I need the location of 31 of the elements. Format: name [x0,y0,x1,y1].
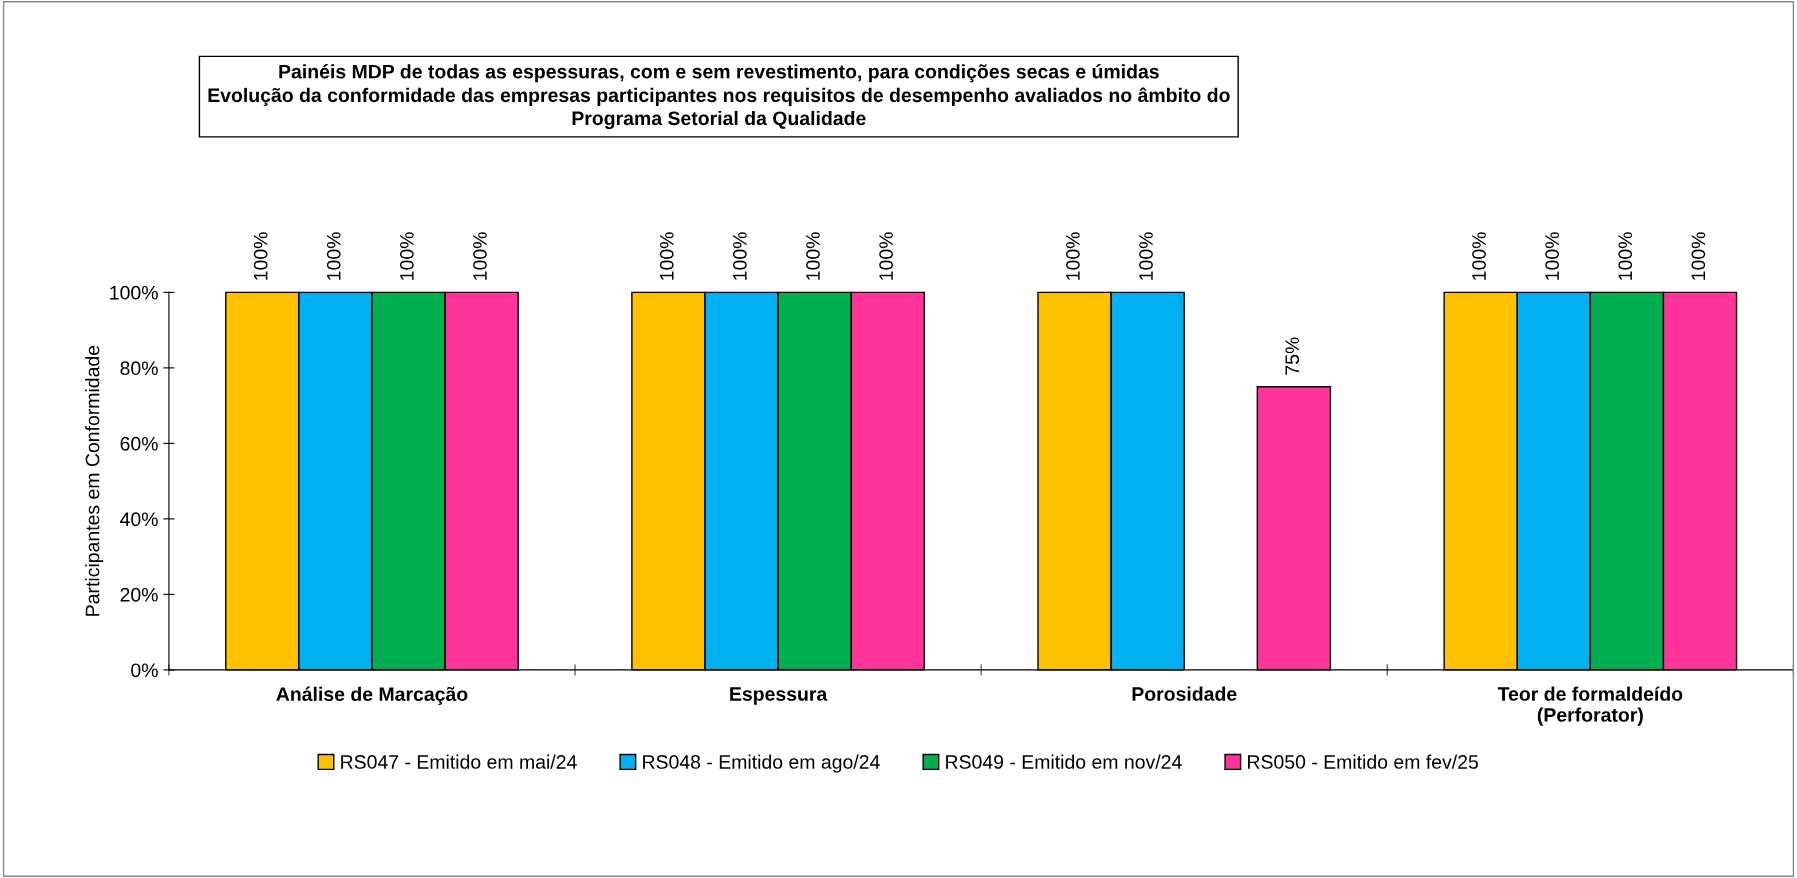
data-label: 100% [1472,232,1486,280]
data-label: 100% [806,232,820,280]
data-label: 100% [1545,232,1560,280]
data-label: 100% [1139,232,1153,280]
legend-label: RS048 - Emitido em ago/24 [643,754,880,773]
x-tick-label: Análise de Marcação [276,686,468,705]
y-axis-title: Participantes em Conformidade [85,345,104,616]
data-label: 100% [399,232,414,280]
y-tick-label: 0% [131,663,158,678]
data-label: 100% [253,232,268,280]
data-label: 75% [1285,337,1300,375]
data-label: 100% [659,232,674,280]
legend-label: RS049 - Emitido em nov/24 [946,754,1182,769]
y-tick-label: 60% [120,436,158,451]
data-label: 100% [326,232,341,280]
data-label: 100% [1066,232,1080,280]
y-tick-label: 20% [120,587,158,602]
legend-label: RS050 - Emitido em fev/25 [1248,754,1478,769]
x-tick-label: Teor de formaldeído (Perforator) [1497,686,1683,726]
legend-label: RS047 - Emitido em mai/24 [341,754,577,769]
x-tick-label: Espessura [730,687,828,705]
y-tick-label: 100% [110,285,158,300]
x-tick-label: Porosidade [1132,686,1237,701]
data-label: 100% [473,232,487,280]
data-label: 100% [1618,232,1633,280]
data-label: 100% [733,232,747,280]
data-label: 100% [879,232,893,280]
chart-title: Painéis MDP de todas as espessuras, com e sem revestimento, para condições secas e úmidas Evolução da conformidade das empresas participantes nos requisitos de desempenho avaliados no âmbito do Programa Setorial da Qualidade [208,64,1230,130]
y-tick-label: 80% [120,361,158,376]
data-label: 100% [1691,232,1706,280]
y-tick-label: 40% [120,512,158,527]
